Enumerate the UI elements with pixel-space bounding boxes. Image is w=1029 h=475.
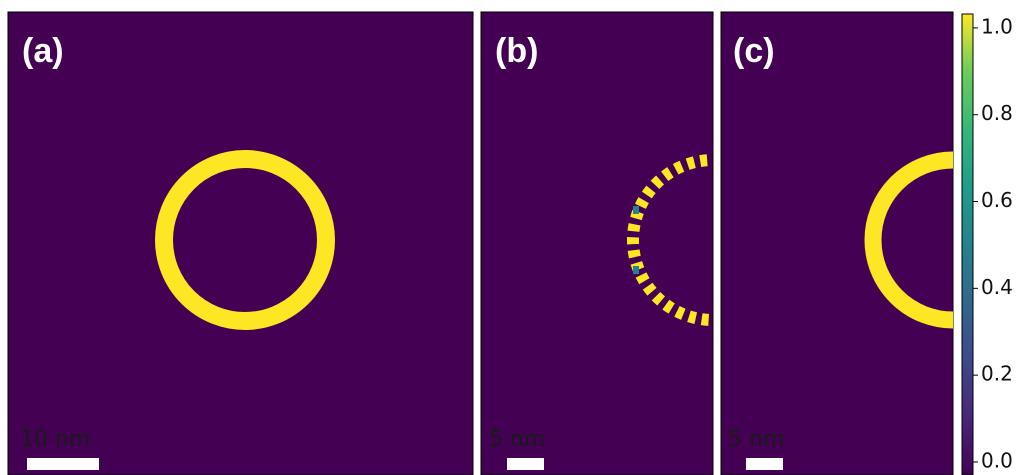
colorbar-tick-label: 1.0 xyxy=(981,14,1013,38)
scale-bar-label: 5 nm xyxy=(728,427,784,452)
ring-pixel xyxy=(633,206,639,214)
colorbar-tick-label: 0.0 xyxy=(981,448,1013,472)
scale-bar xyxy=(507,458,544,470)
scale-bar-label: 10 nm xyxy=(20,427,90,452)
figure: (a) 10 nm (b) 5 nm (c) 5 nm 0.0 0.2 0.4 0.6… xyxy=(0,0,1029,475)
scale-bar xyxy=(746,458,783,470)
panel-a: (a) 10 nm xyxy=(8,12,473,475)
panel-c: (c) 5 nm xyxy=(721,12,1029,475)
colorbar-ticks: 0.0 0.2 0.4 0.6 0.8 1.0 xyxy=(973,14,1013,472)
panel-background xyxy=(721,12,953,475)
colorbar-tick-label: 0.4 xyxy=(981,275,1013,299)
scale-bar-label: 5 nm xyxy=(489,427,545,452)
panel-label: (c) xyxy=(733,32,775,70)
colorbar-tick-label: 0.8 xyxy=(981,101,1013,125)
colorbar-tick-label: 0.6 xyxy=(981,188,1013,212)
panel-label: (a) xyxy=(22,32,64,70)
panel-background xyxy=(8,12,473,475)
panel-label: (b) xyxy=(495,32,538,70)
colorbar-tick-label: 0.2 xyxy=(981,362,1013,386)
panel-background xyxy=(481,12,713,475)
colorbar xyxy=(962,14,973,475)
ring-pixel xyxy=(633,266,639,274)
scale-bar xyxy=(27,458,99,470)
